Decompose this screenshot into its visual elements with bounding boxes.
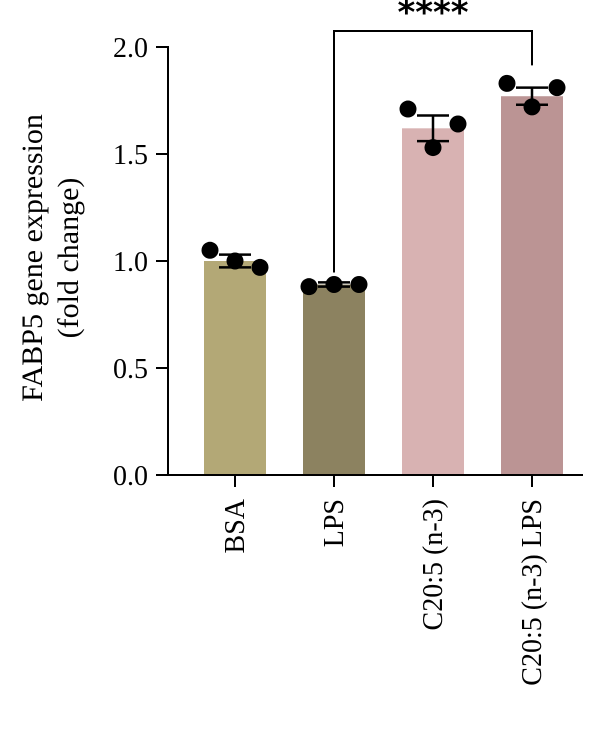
y-tick-label-0: 0.0: [113, 461, 148, 492]
x-category-label-0: BSA: [220, 498, 251, 553]
data-point-0-0: [201, 241, 219, 259]
x-category-label-3: C20:5 (n-3) LPS: [517, 499, 548, 686]
data-point-2-2: [424, 139, 442, 157]
significance-bracket: [333, 30, 533, 273]
data-point-3-0: [498, 74, 516, 92]
significance-label: ****: [397, 0, 468, 33]
data-point-0-1: [251, 258, 269, 276]
bar-1: [303, 284, 365, 475]
data-point-2-0: [399, 100, 417, 118]
plot-area: 0.0 0.5 1.0 1.5 2.0 BSA LPS C20:5 (n-3) C20:5 (n…: [113, 0, 583, 686]
data-point-3-1: [548, 79, 566, 97]
bar-2: [402, 128, 464, 475]
bar-0: [204, 261, 266, 475]
bar-3: [501, 96, 563, 475]
y-axis-title-line1: FABP5 gene expression: [16, 114, 49, 402]
x-category-label-2: C20:5 (n-3): [418, 499, 449, 630]
data-point-1-1: [350, 276, 368, 294]
y-tick-label-2: 1.0: [113, 247, 148, 278]
y-axis-title-line2: (fold change): [52, 178, 85, 339]
data-point-1-0: [300, 278, 318, 296]
x-category-label-1: LPS: [319, 499, 350, 547]
y-tick-label-4: 2.0: [113, 33, 148, 64]
data-point-0-2: [226, 252, 244, 270]
y-tick-label-1: 0.5: [113, 354, 148, 385]
y-tick-label-3: 1.5: [113, 140, 148, 171]
y-axis-title: FABP5 gene expression (fold change): [16, 114, 85, 402]
data-point-1-2: [325, 276, 343, 294]
data-point-3-2: [523, 98, 541, 116]
data-point-2-1: [449, 115, 467, 133]
